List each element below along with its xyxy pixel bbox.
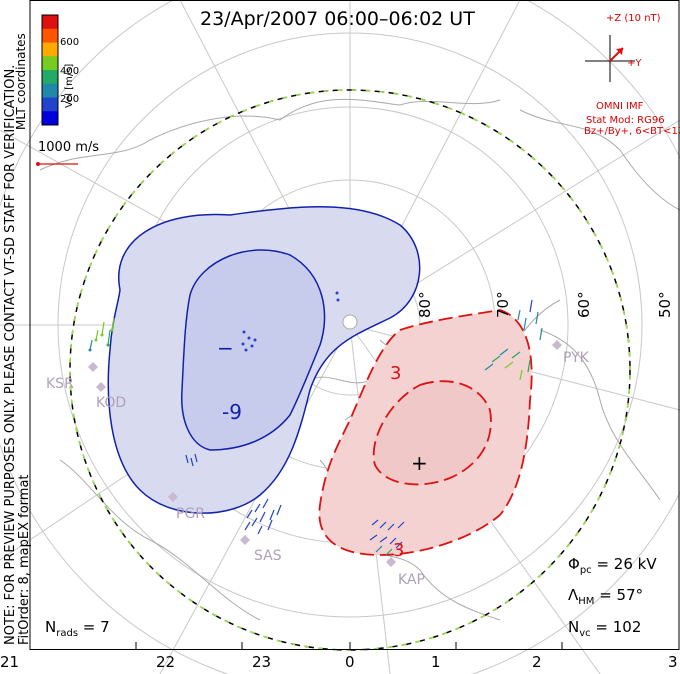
positive-center-marker: + (411, 451, 428, 475)
latitude-label-80: 80° (416, 291, 434, 318)
preview-note: NOTE: FOR PREVIEW PURPOSES ONLY. PLEASE … (3, 64, 18, 645)
latitude-label-50: 50° (656, 291, 674, 318)
vector-group-kod (88, 317, 115, 352)
lambda-hm-value: 57° (616, 586, 644, 604)
vector-group-pgr (185, 453, 198, 467)
station-markers (88, 340, 562, 567)
mlt-tick-0: 0 (345, 653, 355, 671)
n-rads-stat: Nrads = 7 (45, 618, 110, 639)
colorbar-segment (42, 97, 58, 112)
imf-source: OMNI IMF (596, 101, 644, 112)
colorbar-segment (42, 111, 58, 126)
positive-cell-inner (372, 380, 492, 486)
mlt-tick-2: 2 (532, 653, 542, 671)
station-kap: KAP (398, 572, 425, 588)
negative-center-marker: − (217, 336, 234, 360)
mlt-tick-22: 22 (156, 653, 176, 671)
mlt-coordinates-label: MLT coordinates (14, 33, 28, 130)
mlt-tick-23: 23 (252, 653, 272, 671)
imf-dial (585, 35, 635, 82)
vector-group-center (241, 291, 340, 352)
positive-contour-label: 3 (390, 363, 402, 384)
plot-frame (29, 0, 680, 650)
colorbar-segment (42, 28, 58, 43)
station-pgr: PGR (176, 506, 206, 522)
station-sas: SAS (254, 548, 282, 564)
negative-contour-label: -9 (222, 400, 242, 424)
imf-z-label: +Z (10 nT) (606, 13, 661, 24)
vector-group-kap (369, 519, 405, 556)
n-rads-value: 7 (100, 618, 110, 636)
reference-vector-label: 1000 m/s (38, 140, 100, 155)
vector-group-pyk (484, 299, 543, 381)
colorbar-segment (42, 42, 58, 57)
colorbar-segment (42, 70, 58, 85)
colorbar (42, 15, 58, 126)
colorbar-segment (42, 56, 58, 71)
imf-condition: Bz+/By+, 6<BT<12 (584, 126, 680, 137)
station-kod: KOD (96, 395, 127, 411)
imf-y-label: +Y (627, 58, 642, 69)
negative-cell-inner (181, 249, 326, 451)
imf-model: Stat Mod: RG96 (586, 115, 665, 126)
station-pyk: PYK (563, 350, 589, 366)
n-vc-stat: Nvc = 102 (568, 618, 642, 639)
mlt-tick-21: 21 (0, 653, 20, 671)
colorbar-tick-600: 600 (60, 37, 80, 48)
positive-contour-label-bottom: 3 (393, 540, 405, 561)
n-vc-value: 102 (612, 618, 642, 636)
colorbar-tick-200: 200 (60, 94, 80, 105)
mlt-tick-1: 1 (431, 653, 441, 671)
phi-pc-stat: Φpc = 26 kV (568, 555, 657, 576)
mlt-ticks (29, 640, 680, 650)
station-ksr: KSR (46, 376, 74, 392)
latitude-label-60: 60° (575, 291, 593, 318)
colorbar-segment (42, 83, 58, 98)
latitude-label-70: 70° (494, 291, 512, 318)
colorbar-segment (42, 15, 58, 30)
pole-marker (342, 314, 358, 330)
mlt-tick-3: 3 (668, 653, 678, 671)
fit-order-note: FitOrder: 8, mapEX format (17, 474, 32, 645)
phi-pc-value: 26 kV (613, 555, 657, 573)
lambda-hm-stat: ΛHM = 57° (568, 586, 644, 607)
colorbar-tick-400: 400 (60, 66, 80, 77)
map-title: 23/Apr/2007 06:00–06:02 UT (200, 8, 475, 30)
vector-group-sas (244, 498, 282, 535)
